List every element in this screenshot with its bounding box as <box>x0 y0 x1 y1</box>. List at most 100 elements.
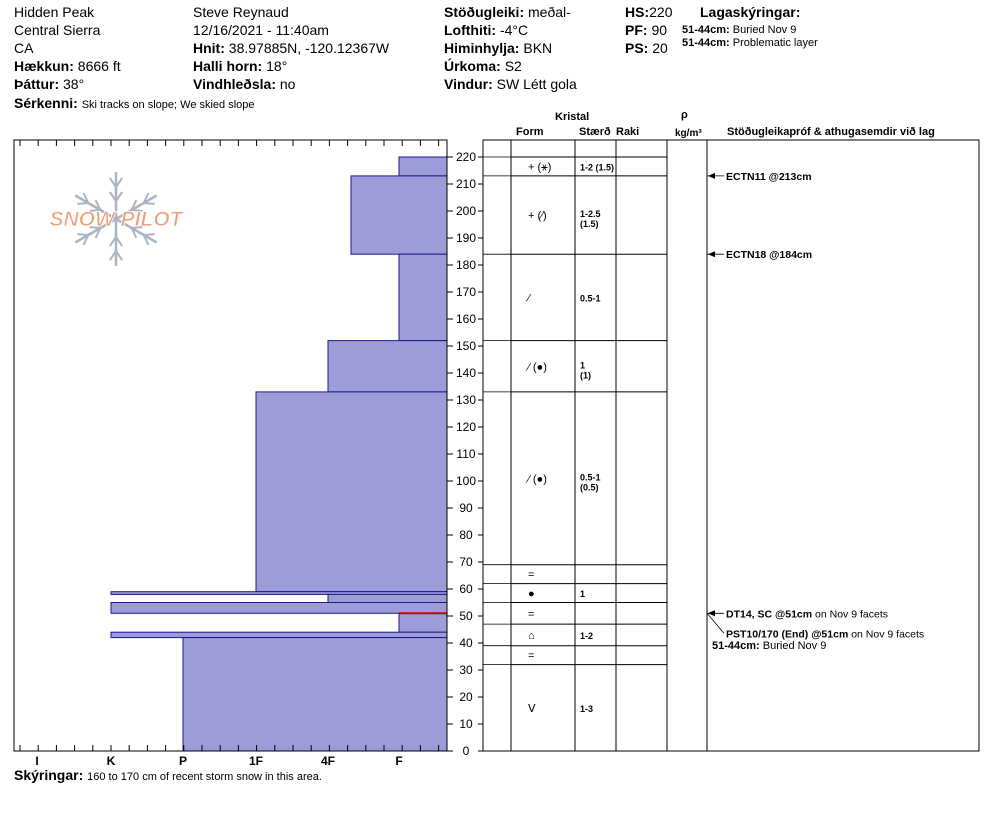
y-tick-label: 180 <box>456 258 476 272</box>
comment-text: Buried Nov 9 <box>760 640 827 652</box>
hardness-bar <box>398 156 448 177</box>
snowflake-branch <box>115 177 124 188</box>
crystal-size: (1.5) <box>580 219 599 229</box>
col-form: Form <box>516 126 544 138</box>
y-tick-label: 120 <box>456 420 476 434</box>
y-tick-label: 220 <box>456 150 476 164</box>
test-leader <box>706 613 725 634</box>
y-tick-label: 140 <box>456 366 476 380</box>
crystal-form: ⁄ <box>525 292 532 304</box>
hardness-bar <box>110 602 448 614</box>
y-tick-label: 100 <box>456 474 476 488</box>
x-tick-label: 4F <box>321 754 335 768</box>
y-tick-label: 40 <box>459 636 473 650</box>
crystal-form: ⁄ (●) <box>525 361 547 373</box>
snowflake-branch <box>77 233 89 236</box>
crystal-size: 1 <box>580 360 585 370</box>
snowflake-branch <box>131 226 143 229</box>
col-tests: Stöðugleikapróf & athugasemdir við lag <box>727 126 935 138</box>
snowflake-branch <box>108 250 117 261</box>
hardness-profile <box>110 156 448 752</box>
test-name: PST10/170 (End) @51cm <box>726 628 848 640</box>
snowflake-branch <box>94 227 102 239</box>
crystal-form: + (⁄) <box>528 210 547 222</box>
snowflake-icon <box>74 172 158 266</box>
state-name: CA <box>14 40 34 56</box>
crystal-form: = <box>528 650 534 662</box>
crystal-size: 1-2 <box>580 631 593 641</box>
crystal-size: 1-2 (1.5) <box>580 162 614 172</box>
y-tick-label: 170 <box>456 285 476 299</box>
test-note: on Nov 9 facets <box>848 628 924 640</box>
y-tick-label: 160 <box>456 312 476 326</box>
snowflake-branch <box>115 236 124 247</box>
location-name: Hidden Peak <box>14 4 95 20</box>
hardness-bar <box>182 637 448 752</box>
stability-field: Stöðugleiki: meðal- <box>444 4 571 20</box>
hs-field: HS:220 <box>625 4 673 20</box>
y-tick-label: 210 <box>456 177 476 191</box>
layer-note-2: 51-44cm: Problematic layer <box>682 37 818 49</box>
crystal-table: + (⚹) 1-2 (1.5) + (⁄) 1-2.5(1.5) ⁄ 0.5-1 ⁄ (●)… <box>483 156 667 715</box>
stability-test: ECTN11 @213cm <box>726 171 812 183</box>
crystal-size: 0.5-1 <box>580 472 601 482</box>
comment-range: 51-44cm: <box>712 640 760 652</box>
stability-test: DT14, SC @51cm on Nov 9 facets <box>726 608 888 620</box>
snowflake-arm <box>74 217 117 244</box>
hardness-bar <box>398 253 448 342</box>
logo-text: SNOW PILOT <box>50 208 185 231</box>
y-tick-label: 130 <box>456 393 476 407</box>
snowflake-branch <box>131 209 143 212</box>
snowflake-branch <box>108 177 117 188</box>
ps-field: PS: 20 <box>625 40 668 56</box>
wind-loading-field: Vindhleðsla: no <box>193 76 296 92</box>
crystal-size: (1) <box>580 370 591 380</box>
snowflake-branch <box>108 191 117 202</box>
y-tick-label: 110 <box>456 447 475 461</box>
test-name: ECTN11 @213cm <box>726 171 812 183</box>
y-tick-label: 70 <box>459 555 473 569</box>
snowflake-branch <box>142 192 150 204</box>
snowflake-arm <box>115 194 158 221</box>
snowflake-branch <box>143 233 155 236</box>
hardness-bar <box>327 593 448 604</box>
air-temp-field: Lofthiti: -4°C <box>444 22 529 38</box>
crystal-size: 1-3 <box>580 704 593 714</box>
hardness-bar <box>255 391 448 593</box>
arrow-icon <box>708 172 715 179</box>
snowflake-branch <box>82 234 90 246</box>
coords-field: Hnit: 38.97885N, -120.12367W <box>193 40 390 56</box>
x-tick-label: K <box>107 754 116 768</box>
crystal-form: = <box>528 608 534 620</box>
x-tick-label: I <box>35 754 38 768</box>
col-crystal: Kristal <box>555 111 590 123</box>
crystal-form: = <box>528 569 534 581</box>
table-frame <box>482 139 980 752</box>
y-tick-label: 190 <box>456 231 476 245</box>
snowflake-branch <box>89 226 101 229</box>
stability-test: ECTN18 @184cm <box>726 249 812 261</box>
test-name: DT14, SC @51cm <box>726 608 812 620</box>
snowflake-branch <box>115 191 124 202</box>
y-tick-label: 60 <box>459 582 473 596</box>
arrow-icon <box>708 610 715 617</box>
crystal-size: 0.5-1 <box>580 293 601 303</box>
x-tick-label: 1F <box>249 754 263 768</box>
snowflake-branch <box>130 199 138 211</box>
range-name: Central Sierra <box>14 22 101 38</box>
precip-field: Úrkoma: S2 <box>444 58 522 74</box>
slope-field: Halli horn: 18° <box>193 58 288 74</box>
arrow-icon <box>708 251 715 258</box>
col-moisture: Raki <box>616 126 640 138</box>
snowflake-branch <box>82 192 90 204</box>
stability-test: PST10/170 (End) @51cm on Nov 9 facets <box>726 628 924 640</box>
y-tick-label: 30 <box>459 663 473 677</box>
col-size: Stærð <box>579 126 611 138</box>
y-tick-label: 150 <box>456 339 476 353</box>
features-field: Sérkenni: Ski tracks on slope; We skied … <box>14 95 255 111</box>
layer-notes-title: Lagaskýringar: <box>700 4 801 20</box>
layer-comment: 51-44cm: Buried Nov 9 <box>712 640 826 652</box>
snowflake-branch <box>77 202 89 205</box>
snowflake-branch <box>89 209 101 212</box>
